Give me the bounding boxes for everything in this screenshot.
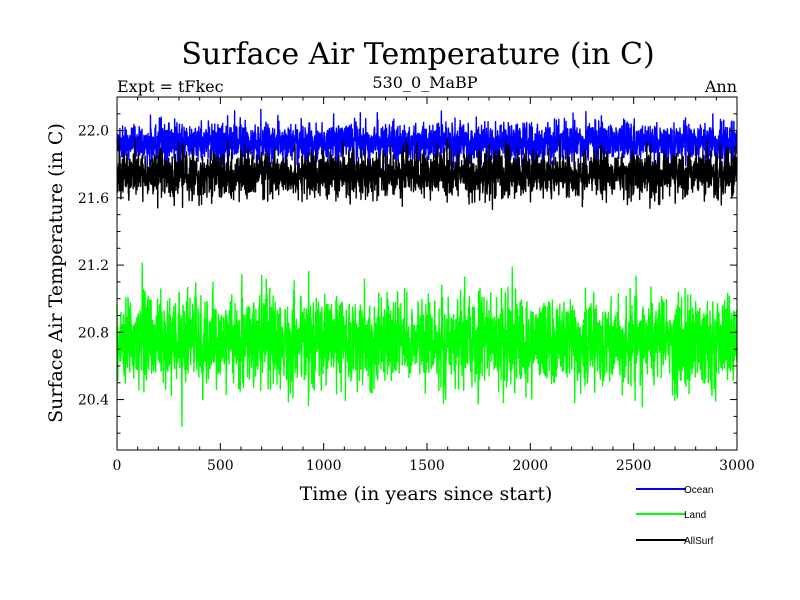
x-tick-label: 0 bbox=[113, 458, 122, 474]
legend-label-ocean: Ocean bbox=[684, 485, 713, 496]
legend: Ocean Land AllSurf bbox=[636, 485, 714, 547]
x-tick-label: 2500 bbox=[616, 458, 652, 474]
series-layer bbox=[116, 108, 738, 428]
chart-subtitle-left: Expt = tFkec bbox=[117, 77, 224, 96]
y-axis-label: Surface Air Temperature (in C) bbox=[45, 123, 67, 423]
y-tick-label: 21.2 bbox=[78, 258, 109, 274]
y-tick-label: 20.4 bbox=[78, 393, 109, 409]
x-tick-label: 3000 bbox=[719, 458, 755, 474]
axes-layer: 0 500 1000 1500 2000 2500 3000 20.4 20.8 21.2 21.6… bbox=[78, 96, 755, 474]
x-tick-label: 1000 bbox=[306, 458, 342, 474]
y-tick-label: 22.0 bbox=[78, 124, 109, 140]
x-tick-label: 2000 bbox=[513, 458, 549, 474]
chart-title: Surface Air Temperature (in C) bbox=[181, 37, 654, 72]
y-tick-label: 21.6 bbox=[78, 191, 109, 207]
series-line-land bbox=[116, 262, 738, 428]
series-line-allsurf bbox=[116, 136, 738, 211]
chart-subtitle-right: Ann bbox=[704, 77, 737, 96]
x-axis-label: Time (in years since start) bbox=[300, 483, 553, 505]
series-line-ocean bbox=[116, 108, 738, 176]
x-tick-label: 500 bbox=[207, 458, 234, 474]
x-tick-label: 1500 bbox=[409, 458, 445, 474]
chart-subtitle-center: 530_0_MaBP bbox=[372, 73, 477, 92]
legend-label-land: Land bbox=[684, 510, 706, 521]
legend-label-allsurf: AllSurf bbox=[684, 536, 714, 547]
y-tick-label: 20.8 bbox=[78, 325, 109, 341]
